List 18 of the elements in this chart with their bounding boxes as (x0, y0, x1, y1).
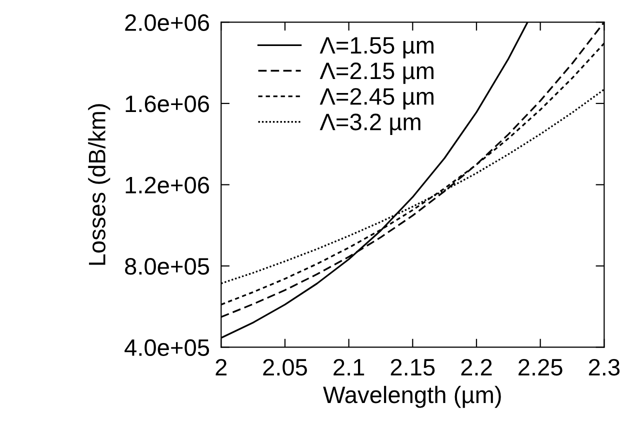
legend-label: Λ=3.2 µm (320, 114, 420, 136)
y-tick-label: 2.0e+06 (125, 14, 209, 31)
legend-label: Λ=2.45 µm (320, 88, 434, 110)
legend-label: Λ=2.15 µm (320, 62, 434, 84)
y-axis-title: Losses (dB/km) (88, 104, 110, 265)
y-tick-label: 1.2e+06 (126, 176, 209, 194)
y-tick-label: 4.0e+05 (124, 339, 210, 356)
x-tick-label: 2.2 (461, 358, 492, 376)
x-tick-label: 2.3 (588, 358, 620, 376)
x-tick-label: 2.1 (334, 358, 364, 376)
x-tick-label: 2 (216, 358, 227, 376)
x-tick-label: 2.15 (390, 358, 435, 376)
x-tick-label: 2.25 (518, 358, 562, 376)
y-tick-label: 1.6e+06 (126, 96, 209, 112)
legend-label: Λ=1.55 µm (320, 37, 434, 58)
x-tick-label: 2.05 (263, 358, 307, 376)
x-axis-title: Wavelength (µm) (323, 386, 501, 408)
y-tick-label: 8.0e+05 (125, 258, 210, 275)
